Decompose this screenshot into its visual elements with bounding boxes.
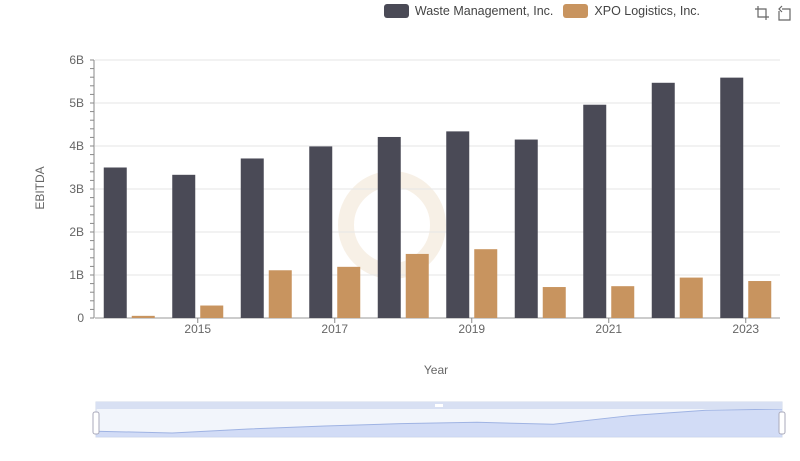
legend-item-waste-management[interactable]: Waste Management, Inc. bbox=[383, 4, 554, 18]
y-tick-label: 5B bbox=[69, 96, 84, 110]
zoom-slider-preview-line bbox=[95, 408, 783, 434]
bar-xpo-logistics-2018[interactable] bbox=[405, 253, 429, 318]
zoom-slider-grip-icon bbox=[435, 404, 443, 407]
legend-swatch bbox=[563, 4, 589, 18]
legend-label: Waste Management, Inc. bbox=[414, 4, 554, 18]
bar-xpo-logistics-2023[interactable] bbox=[748, 281, 772, 318]
y-tick-label: 0 bbox=[77, 311, 84, 325]
y-tick-label: 2B bbox=[69, 225, 84, 239]
bar-waste-management-2015[interactable] bbox=[172, 174, 196, 318]
x-tick-label: 2017 bbox=[321, 322, 348, 336]
bar-waste-management-2016[interactable] bbox=[240, 158, 264, 318]
bar-waste-management-2023[interactable] bbox=[720, 77, 744, 318]
x-axis-title: Year bbox=[423, 363, 449, 377]
bar-waste-management-2018[interactable] bbox=[377, 136, 401, 318]
bar-xpo-logistics-2015[interactable] bbox=[200, 305, 224, 318]
bar-waste-management-2014[interactable] bbox=[103, 167, 127, 319]
bar-waste-management-2019[interactable] bbox=[446, 131, 470, 318]
bar-xpo-logistics-2022[interactable] bbox=[679, 277, 703, 318]
x-tick-label: 2021 bbox=[595, 322, 622, 336]
bar-xpo-logistics-2021[interactable] bbox=[611, 286, 635, 318]
bar-xpo-logistics-2020[interactable] bbox=[542, 287, 566, 318]
y-tick-label: 4B bbox=[69, 139, 84, 153]
legend: Waste Management, Inc. XPO Logistics, In… bbox=[383, 4, 700, 18]
bar-xpo-logistics-2014[interactable] bbox=[131, 315, 155, 318]
bar-waste-management-2020[interactable] bbox=[514, 139, 538, 318]
data-zoom-icon[interactable] bbox=[754, 5, 770, 21]
bar-waste-management-2021[interactable] bbox=[583, 104, 607, 318]
bar-waste-management-2022[interactable] bbox=[651, 82, 675, 318]
y-tick-label: 3B bbox=[69, 182, 84, 196]
legend-label: XPO Logistics, Inc. bbox=[594, 4, 700, 18]
y-tick-label: 1B bbox=[69, 268, 84, 282]
bar-xpo-logistics-2017[interactable] bbox=[337, 266, 361, 318]
zoom-slider-right-handle[interactable] bbox=[778, 411, 786, 435]
legend-swatch bbox=[383, 4, 409, 18]
bar-waste-management-2017[interactable] bbox=[309, 146, 333, 318]
bar-xpo-logistics-2019[interactable] bbox=[474, 249, 498, 318]
x-tick-label: 2023 bbox=[732, 322, 759, 336]
zoom-slider-left-handle[interactable] bbox=[92, 411, 100, 435]
bar-xpo-logistics-2016[interactable] bbox=[268, 270, 292, 318]
x-tick-label: 2015 bbox=[184, 322, 211, 336]
legend-item-xpo-logistics[interactable]: XPO Logistics, Inc. bbox=[563, 4, 700, 18]
zoom-reset-icon[interactable] bbox=[776, 5, 792, 21]
x-tick-label: 2019 bbox=[458, 322, 485, 336]
y-tick-label: 6B bbox=[69, 53, 84, 67]
toolbox bbox=[754, 5, 792, 21]
